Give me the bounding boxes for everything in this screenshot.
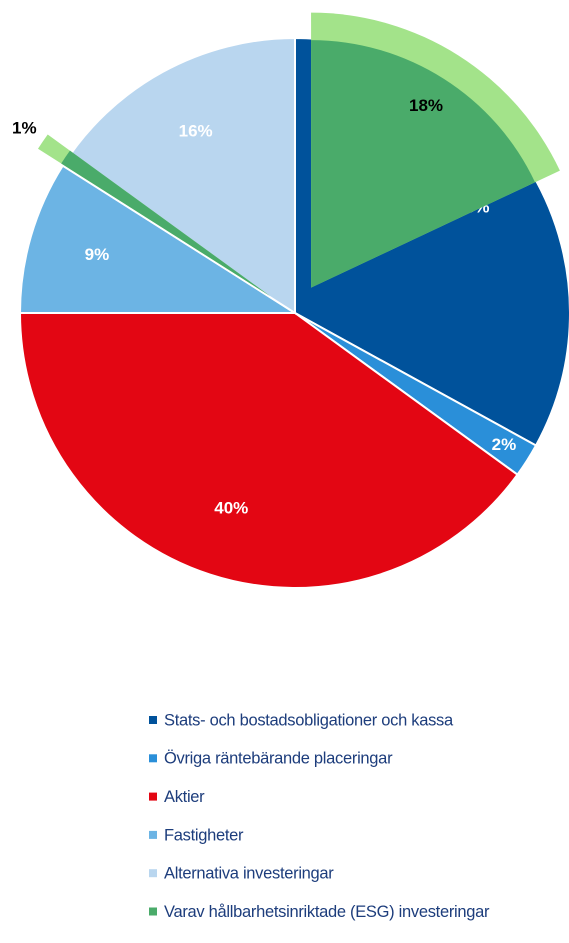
legend-label: Stats- och bostadsobligationer och kassa xyxy=(164,711,454,729)
slice-label: 2% xyxy=(492,435,517,454)
slice-label: 9% xyxy=(85,245,110,264)
esg-label: 1% xyxy=(12,119,37,138)
legend-label: Fastigheter xyxy=(164,826,244,844)
legend-label: Aktier xyxy=(164,788,205,806)
legend-label: Alternativa investeringar xyxy=(164,865,334,883)
pie-slice xyxy=(61,36,296,315)
esg-slice xyxy=(61,150,271,297)
legend-swatch xyxy=(149,830,157,839)
pie-slice xyxy=(18,164,299,314)
esg-slice xyxy=(311,40,536,288)
slice-label: 16% xyxy=(179,122,213,141)
legend-swatch xyxy=(149,716,157,724)
legend-label: Varav hållbarhetsinriktade (ESG) investe… xyxy=(164,903,490,921)
pie-slice xyxy=(18,312,519,589)
legend-swatch xyxy=(149,869,157,878)
slice-label: 40% xyxy=(214,499,248,518)
legend-swatch xyxy=(149,754,157,763)
legend-swatch xyxy=(149,907,157,916)
legend-swatch xyxy=(149,792,157,801)
esg-label: 18% xyxy=(409,96,443,115)
legend-label: Övriga räntebärande placeringar xyxy=(164,750,393,768)
